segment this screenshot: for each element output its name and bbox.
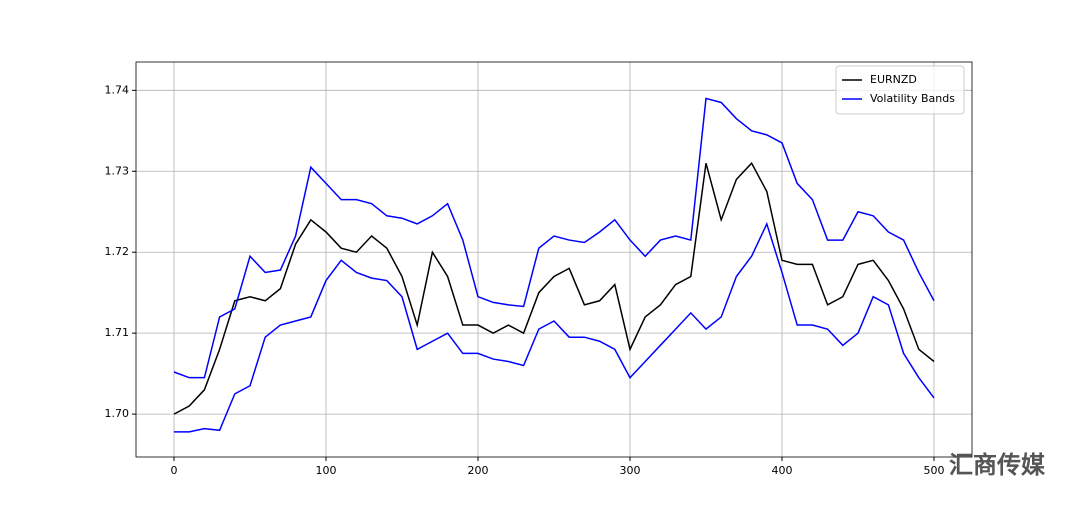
- x-tick-label: 400: [772, 464, 793, 477]
- x-tick-label: 0: [171, 464, 178, 477]
- plot-frame: [135, 61, 973, 458]
- y-tick-label: 1.74: [105, 83, 130, 96]
- x-tick-label: 200: [468, 464, 489, 477]
- x-tick-label: 500: [924, 464, 945, 477]
- watermark: 汇商传媒: [949, 451, 1046, 479]
- x-tick-label: 300: [620, 464, 641, 477]
- legend-label: Volatility Bands: [870, 92, 955, 105]
- series-line: [173, 161, 935, 415]
- x-tick-label: 100: [316, 464, 337, 477]
- y-tick-label: 1.73: [105, 164, 130, 177]
- y-tick-label: 1.72: [105, 245, 130, 258]
- legend-label: EURNZD: [870, 73, 917, 86]
- series-line: [174, 221, 935, 433]
- y-tick-label: 1.70: [105, 407, 130, 420]
- legend-box: [835, 65, 965, 115]
- y-tick-label: 1.71: [105, 326, 130, 339]
- series-line: [173, 97, 935, 379]
